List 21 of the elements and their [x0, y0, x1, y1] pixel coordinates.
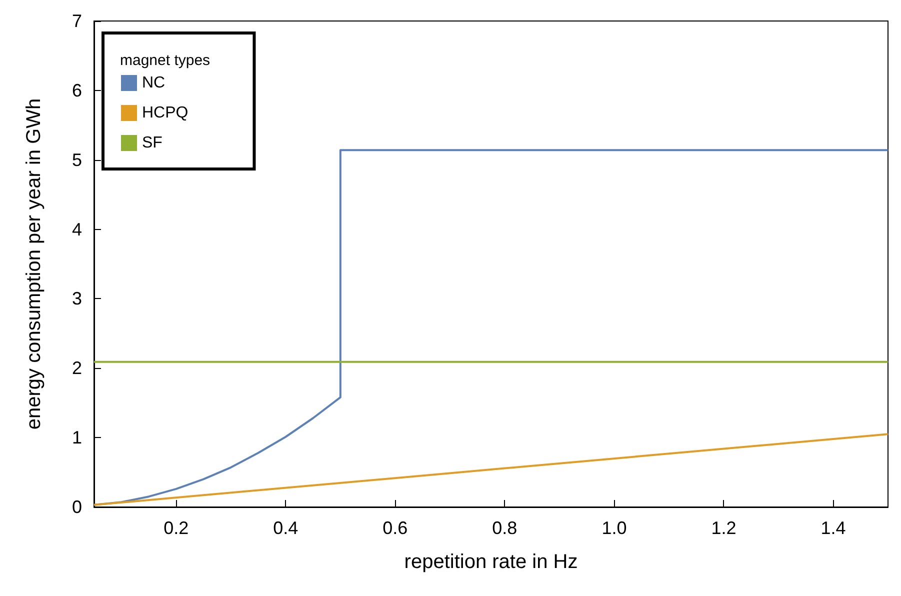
y-tick-label: 7	[72, 11, 82, 31]
y-tick-label: 5	[72, 150, 82, 170]
legend-title: magnet types	[120, 52, 210, 69]
x-tick-label: 0.4	[273, 518, 298, 538]
legend-label: NC	[142, 74, 166, 92]
y-tick-label: 2	[72, 358, 82, 378]
y-tick-label: 6	[72, 80, 82, 100]
y-tick-label: 0	[72, 497, 82, 517]
x-tick-label: 1.0	[602, 518, 627, 538]
y-tick-label: 4	[72, 219, 82, 240]
y-tick-label: 1	[72, 428, 82, 448]
x-tick-label: 0.6	[382, 518, 408, 538]
x-tick-label: 1.4	[820, 518, 846, 538]
x-axis-title: repetition rate in Hz	[404, 551, 578, 573]
legend-label: HCPQ	[142, 104, 188, 122]
x-tick-label: 0.8	[492, 518, 518, 538]
x-tick-label: 1.2	[711, 518, 736, 538]
y-axis-title: energy consumption per year in GWh	[23, 98, 45, 430]
y-tick-label: 3	[72, 288, 82, 309]
x-tick-label: 0.2	[164, 518, 189, 538]
legend-label: SF	[142, 134, 163, 152]
